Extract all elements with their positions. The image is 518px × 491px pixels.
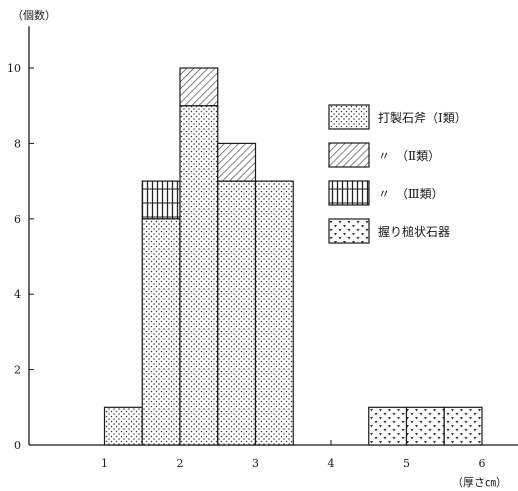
x-tick-label: 1 bbox=[101, 457, 108, 470]
bar-segment-type2 bbox=[217, 142, 257, 182]
x-tick-label: 6 bbox=[479, 457, 486, 470]
y-tick-label: 4 bbox=[14, 288, 21, 301]
legend-swatch-grip bbox=[328, 218, 370, 244]
bar-segment-type1 bbox=[179, 105, 219, 446]
legend-swatch-type1 bbox=[328, 104, 370, 130]
y-tick-label: 6 bbox=[14, 213, 21, 226]
legend-label-grip: 握り槌状石器 bbox=[378, 224, 450, 239]
bar-segment-grip bbox=[443, 406, 483, 446]
bar-segment-type1 bbox=[103, 406, 143, 446]
legend-label-type3: 〃 （Ⅲ類） bbox=[378, 187, 444, 201]
legend-label-type1: 打製石斧（Ⅰ類） bbox=[378, 111, 467, 125]
y-tick-label: 8 bbox=[14, 137, 21, 150]
legend: 打製石斧（Ⅰ類） 〃 （Ⅱ類） 〃 （Ⅲ類） 握り槌状石器 bbox=[328, 104, 467, 244]
x-tick-label: 5 bbox=[403, 457, 410, 470]
legend-label-type2: 〃 （Ⅱ類） bbox=[378, 149, 440, 163]
bar-segment-type1 bbox=[254, 180, 294, 446]
bar-segment-type3 bbox=[141, 180, 181, 220]
bar-segment-type2 bbox=[179, 67, 219, 107]
bar-segment-type1 bbox=[141, 218, 181, 446]
x-tick-label: 3 bbox=[252, 457, 259, 470]
x-tick-label: 4 bbox=[328, 457, 335, 470]
bar-segment-grip bbox=[405, 406, 445, 446]
bar-segment-grip bbox=[368, 406, 408, 446]
y-tick-label: 2 bbox=[14, 364, 21, 377]
x-tick-label: 2 bbox=[177, 457, 184, 470]
y-tick-label: 10 bbox=[7, 62, 21, 75]
legend-swatch-type3 bbox=[328, 180, 370, 206]
legend-swatch-type2 bbox=[328, 142, 370, 168]
y-tick-label: 0 bbox=[14, 439, 21, 452]
y-axis-title: （個数） bbox=[12, 9, 56, 22]
x-axis-title: （厚さ㎝） bbox=[452, 476, 507, 489]
bar-segment-type1 bbox=[217, 180, 257, 446]
